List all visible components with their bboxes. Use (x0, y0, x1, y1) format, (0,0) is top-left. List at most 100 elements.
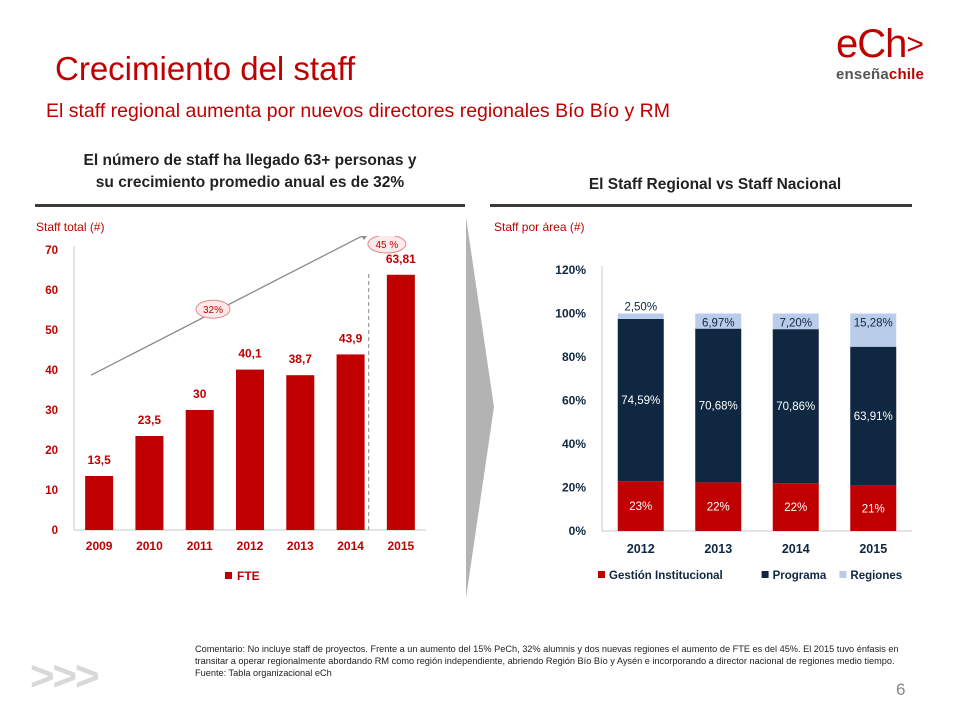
growth-arrow-head (361, 236, 367, 240)
growth-bubble (195, 299, 231, 319)
segment-label-2013-2: 6,97% (702, 318, 735, 330)
legend-label-fte: FTE (237, 569, 260, 583)
x-tick-label: 2014 (337, 539, 364, 553)
segment-label-2015-1: 63,91% (854, 411, 893, 423)
x-tick-label: 2015 (859, 542, 887, 556)
y-tick-label: 40% (562, 437, 586, 451)
segment-label-2014-1: 70,86% (776, 401, 815, 413)
segment-2013-1 (695, 328, 742, 483)
y-tick-label: 60% (562, 394, 586, 408)
data-label-2014: 43,9 (339, 331, 363, 345)
comment-text: Comentario: No incluye staff de proyecto… (195, 644, 899, 666)
y-tick-label: 0% (569, 524, 587, 538)
segment-label-2012-2: 2,50% (624, 302, 657, 314)
x-tick-label: 2015 (388, 539, 415, 553)
bar-2009 (85, 476, 114, 530)
right-section-heading: El Staff Regional vs Staff Nacional (588, 176, 842, 193)
bar-2013 (286, 375, 315, 530)
left-axis-label: Staff total (#) (36, 220, 105, 234)
staff-area-chart: 0% 20% 40% 60% 80% 100% 120% 23% 74,59% 2,50% 2012… (555, 263, 912, 582)
transition-arrow-icon (466, 217, 494, 598)
segment-2014-0 (772, 483, 819, 531)
y-tick-label: 70 (45, 245, 58, 257)
page-title: Crecimiento del staff (55, 50, 356, 87)
legend-label-0: Gestión Institucional (609, 570, 723, 582)
segment-2012-0 (617, 481, 664, 531)
y-tick-label: 40 (45, 365, 58, 377)
segment-2015-0 (850, 485, 897, 531)
legend-label-2: Regiones (850, 570, 902, 582)
page-subtitle: El staff regional aumenta por nuevos dir… (46, 100, 670, 122)
comment-block: Comentario: No incluye staff de proyecto… (195, 643, 927, 679)
legend-swatch-fte (225, 572, 232, 579)
segment-label-2013-0: 22% (707, 502, 730, 514)
logo-tagline: enseñachile (836, 66, 925, 83)
x-tick-label: 2014 (782, 542, 810, 556)
bar-2012 (236, 369, 264, 530)
x-tick-label: 2013 (704, 542, 732, 556)
y-tick-label: 0 (52, 525, 58, 537)
left-heading-line2: su crecimiento promedio anual es de 32% (95, 174, 405, 191)
y-tick-label: 30 (45, 405, 58, 417)
right-axis-label: Staff por área (#) (494, 220, 585, 234)
data-label-2012: 40,1 (238, 347, 262, 361)
logo-wordmark: eCh> (836, 22, 924, 66)
left-heading-line1: El número de staff ha llegado 63+ person… (83, 152, 417, 169)
legend-swatch-0 (598, 571, 605, 578)
source-text: Fuente: Tabla organizacional eCh (195, 668, 332, 678)
x-tick-label: 2009 (86, 539, 113, 553)
data-label-2011: 30 (193, 387, 207, 401)
yoy-bubble-label: 45 % (375, 240, 398, 251)
segment-label-2015-2: 15,28% (854, 318, 893, 330)
legend-swatch-2 (839, 571, 847, 578)
segment-label-2013-1: 70,68% (699, 401, 738, 413)
y-tick-label: 80% (562, 350, 586, 364)
segment-2015-2 (850, 313, 897, 347)
y-tick-label: 120% (555, 263, 586, 277)
data-label-2013: 38,7 (289, 352, 313, 366)
growth-arrow-line (90, 236, 364, 376)
x-tick-label: 2012 (627, 542, 655, 556)
y-tick-label: 50 (45, 325, 58, 337)
segment-label-2014-2: 7,20% (779, 318, 812, 330)
bar-2014 (336, 354, 365, 530)
legend-swatch-1 (761, 571, 769, 578)
y-tick-label: 100% (555, 307, 586, 321)
staff-total-chart: 0 10 20 30 40 50 60 70 13,5 2009 23,5 2010 30 2011 40,… (45, 236, 426, 583)
x-tick-label: 2010 (136, 539, 163, 553)
data-label-2010: 23,5 (138, 413, 162, 427)
transition-arrow-shape (466, 217, 494, 598)
right-heading-rule (490, 204, 912, 207)
page-number: 6 (896, 680, 906, 699)
legend-label-1: Programa (773, 570, 827, 582)
x-tick-label: 2011 (187, 539, 213, 553)
yoy-bubble (367, 236, 407, 254)
segment-label-2012-0: 23% (629, 501, 652, 513)
segment-label-2012-1: 74,59% (621, 395, 660, 407)
segment-2012-1 (617, 318, 664, 482)
y-tick-label: 10 (45, 485, 58, 497)
decorative-chevrons-icon: >>> (30, 652, 100, 699)
y-tick-label: 20 (45, 445, 58, 457)
growth-bubble-label: 32% (203, 305, 223, 316)
segment-2013-0 (695, 482, 742, 531)
segment-label-2014-0: 22% (784, 502, 807, 514)
left-heading-rule (35, 204, 465, 207)
segment-2014-1 (772, 329, 819, 484)
ech-logo: eCh> enseñachile (836, 22, 936, 86)
data-label-2009: 13,5 (87, 453, 111, 467)
segment-label-2015-0: 21% (862, 503, 885, 515)
y-tick-label: 20% (562, 481, 586, 495)
segment-2014-2 (772, 313, 819, 330)
bar-2015 (386, 274, 415, 530)
x-tick-label: 2012 (237, 539, 264, 553)
bar-2010 (135, 436, 164, 530)
segment-2015-1 (850, 346, 897, 486)
y-tick-label: 60 (45, 285, 58, 297)
left-section-heading: El número de staff ha llegado 63+ person… (40, 150, 460, 194)
segment-2013-2 (695, 313, 742, 329)
bar-2011 (185, 410, 214, 530)
segment-2012-2 (617, 313, 664, 319)
x-tick-label: 2013 (287, 539, 314, 553)
